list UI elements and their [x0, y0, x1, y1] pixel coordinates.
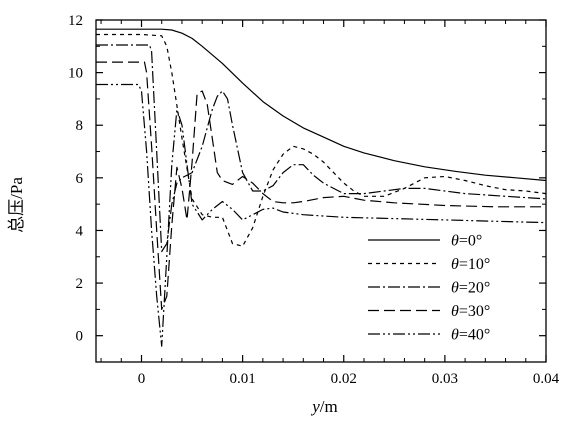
y-tick-label: 4 — [76, 223, 84, 239]
legend-entry: θ=30° — [368, 303, 490, 320]
x-tick-label: 0.03 — [432, 371, 458, 387]
y-tick-label: 12 — [68, 13, 83, 29]
plot-series-lines — [96, 28, 546, 347]
x-axis-label-variable: y — [310, 397, 320, 416]
y-axis-label: 总压/Pa — [7, 177, 26, 233]
x-tick-label: 0.02 — [331, 371, 357, 387]
legend-entry: θ=40° — [368, 327, 490, 344]
y-tick-label: 2 — [76, 276, 84, 292]
x-tick-label: 0.01 — [230, 371, 256, 387]
x-axis-label-unit: /m — [320, 397, 338, 416]
legend-label: θ=40° — [451, 327, 490, 344]
legend-label: θ=10° — [451, 256, 490, 273]
axes: 0 0.01 0.02 0.03 0.04 0 2 4 6 8 10 12 — [68, 13, 560, 387]
y-tick-label: 6 — [76, 171, 84, 187]
series-line-1 — [96, 33, 546, 247]
x-axis-label: y/m — [310, 397, 338, 416]
legend-label: θ=20° — [451, 280, 490, 297]
x-tick-label: 0 — [138, 371, 146, 387]
legend-entry: θ=20° — [368, 280, 490, 297]
y-tick-label: 0 — [76, 329, 84, 345]
legend: θ=0° θ=10° θ=20° θ=30° θ=40° — [368, 233, 490, 344]
legend-entry: θ=0° — [368, 233, 482, 250]
legend-label: θ=0° — [451, 233, 482, 250]
legend-entry: θ=10° — [368, 256, 490, 273]
x-tick-label: 0.04 — [533, 371, 560, 387]
legend-label: θ=30° — [451, 303, 490, 320]
y-tick-label: 8 — [76, 118, 84, 134]
series-line-3 — [96, 61, 546, 310]
y-tick-label: 10 — [68, 66, 83, 82]
series-line-0 — [96, 28, 546, 182]
plot-frame — [95, 19, 547, 363]
series-line-4 — [96, 83, 546, 347]
